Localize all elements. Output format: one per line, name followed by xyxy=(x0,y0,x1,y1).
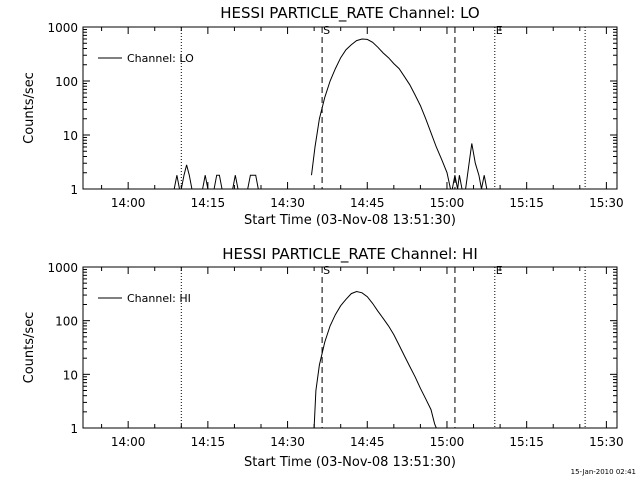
x-tick-label: 15:00 xyxy=(430,435,465,449)
plot-frame xyxy=(82,266,618,429)
x-tick-label: 14:15 xyxy=(191,435,226,449)
end-marker: E xyxy=(496,264,503,277)
x-tick-label: 14:00 xyxy=(111,435,146,449)
y-tick-label: 1000 xyxy=(47,21,78,35)
start-marker: S xyxy=(323,24,330,37)
chart-title: HESSI PARTICLE_RATE Channel: HI xyxy=(222,245,478,264)
y-tick-label: 100 xyxy=(55,75,78,89)
y-tick-label: 1 xyxy=(70,422,78,436)
y-axis-label: Counts/sec xyxy=(22,312,37,384)
x-axis-label: Start Time (03-Nov-08 13:51:30) xyxy=(244,213,456,228)
y-tick-label: 100 xyxy=(55,315,78,329)
x-tick-label: 14:45 xyxy=(350,435,385,449)
x-tick-label: 14:00 xyxy=(111,196,146,210)
legend-label: Channel: HI xyxy=(127,292,191,305)
series-line xyxy=(451,143,488,190)
timestamp-label: 15-Jan-2010 02:41 xyxy=(571,468,636,476)
x-tick-label: 15:15 xyxy=(509,435,544,449)
x-tick-label: 14:30 xyxy=(270,435,305,449)
x-tick-label: 14:30 xyxy=(270,196,305,210)
x-tick-label: 14:45 xyxy=(350,196,385,210)
x-tick-label: 15:30 xyxy=(589,196,624,210)
start-marker: S xyxy=(323,264,330,277)
chart-title: HESSI PARTICLE_RATE Channel: LO xyxy=(220,4,479,23)
series-line xyxy=(173,164,259,190)
x-tick-label: 15:15 xyxy=(509,196,544,210)
y-tick-label: 10 xyxy=(63,129,78,143)
panel-hi: HESSI PARTICLE_RATE Channel: HI Start Tim… xyxy=(22,245,624,470)
x-tick-label: 15:00 xyxy=(430,196,465,210)
y-axis-label: Counts/sec xyxy=(22,72,37,144)
series-line xyxy=(313,290,437,429)
legend-label: Channel: LO xyxy=(127,52,194,65)
x-tick-label: 14:15 xyxy=(191,196,226,210)
plot-frame xyxy=(82,26,618,190)
y-tick-label: 1000 xyxy=(47,261,78,275)
y-tick-label: 1 xyxy=(70,183,78,197)
panel-lo: HESSI PARTICLE_RATE Channel: LO Start Tim… xyxy=(22,4,624,228)
x-tick-label: 15:30 xyxy=(589,435,624,449)
end-marker: E xyxy=(496,24,503,37)
series-line xyxy=(311,38,451,190)
x-axis-label: Start Time (03-Nov-08 13:51:30) xyxy=(244,455,456,470)
y-tick-label: 10 xyxy=(63,368,78,382)
